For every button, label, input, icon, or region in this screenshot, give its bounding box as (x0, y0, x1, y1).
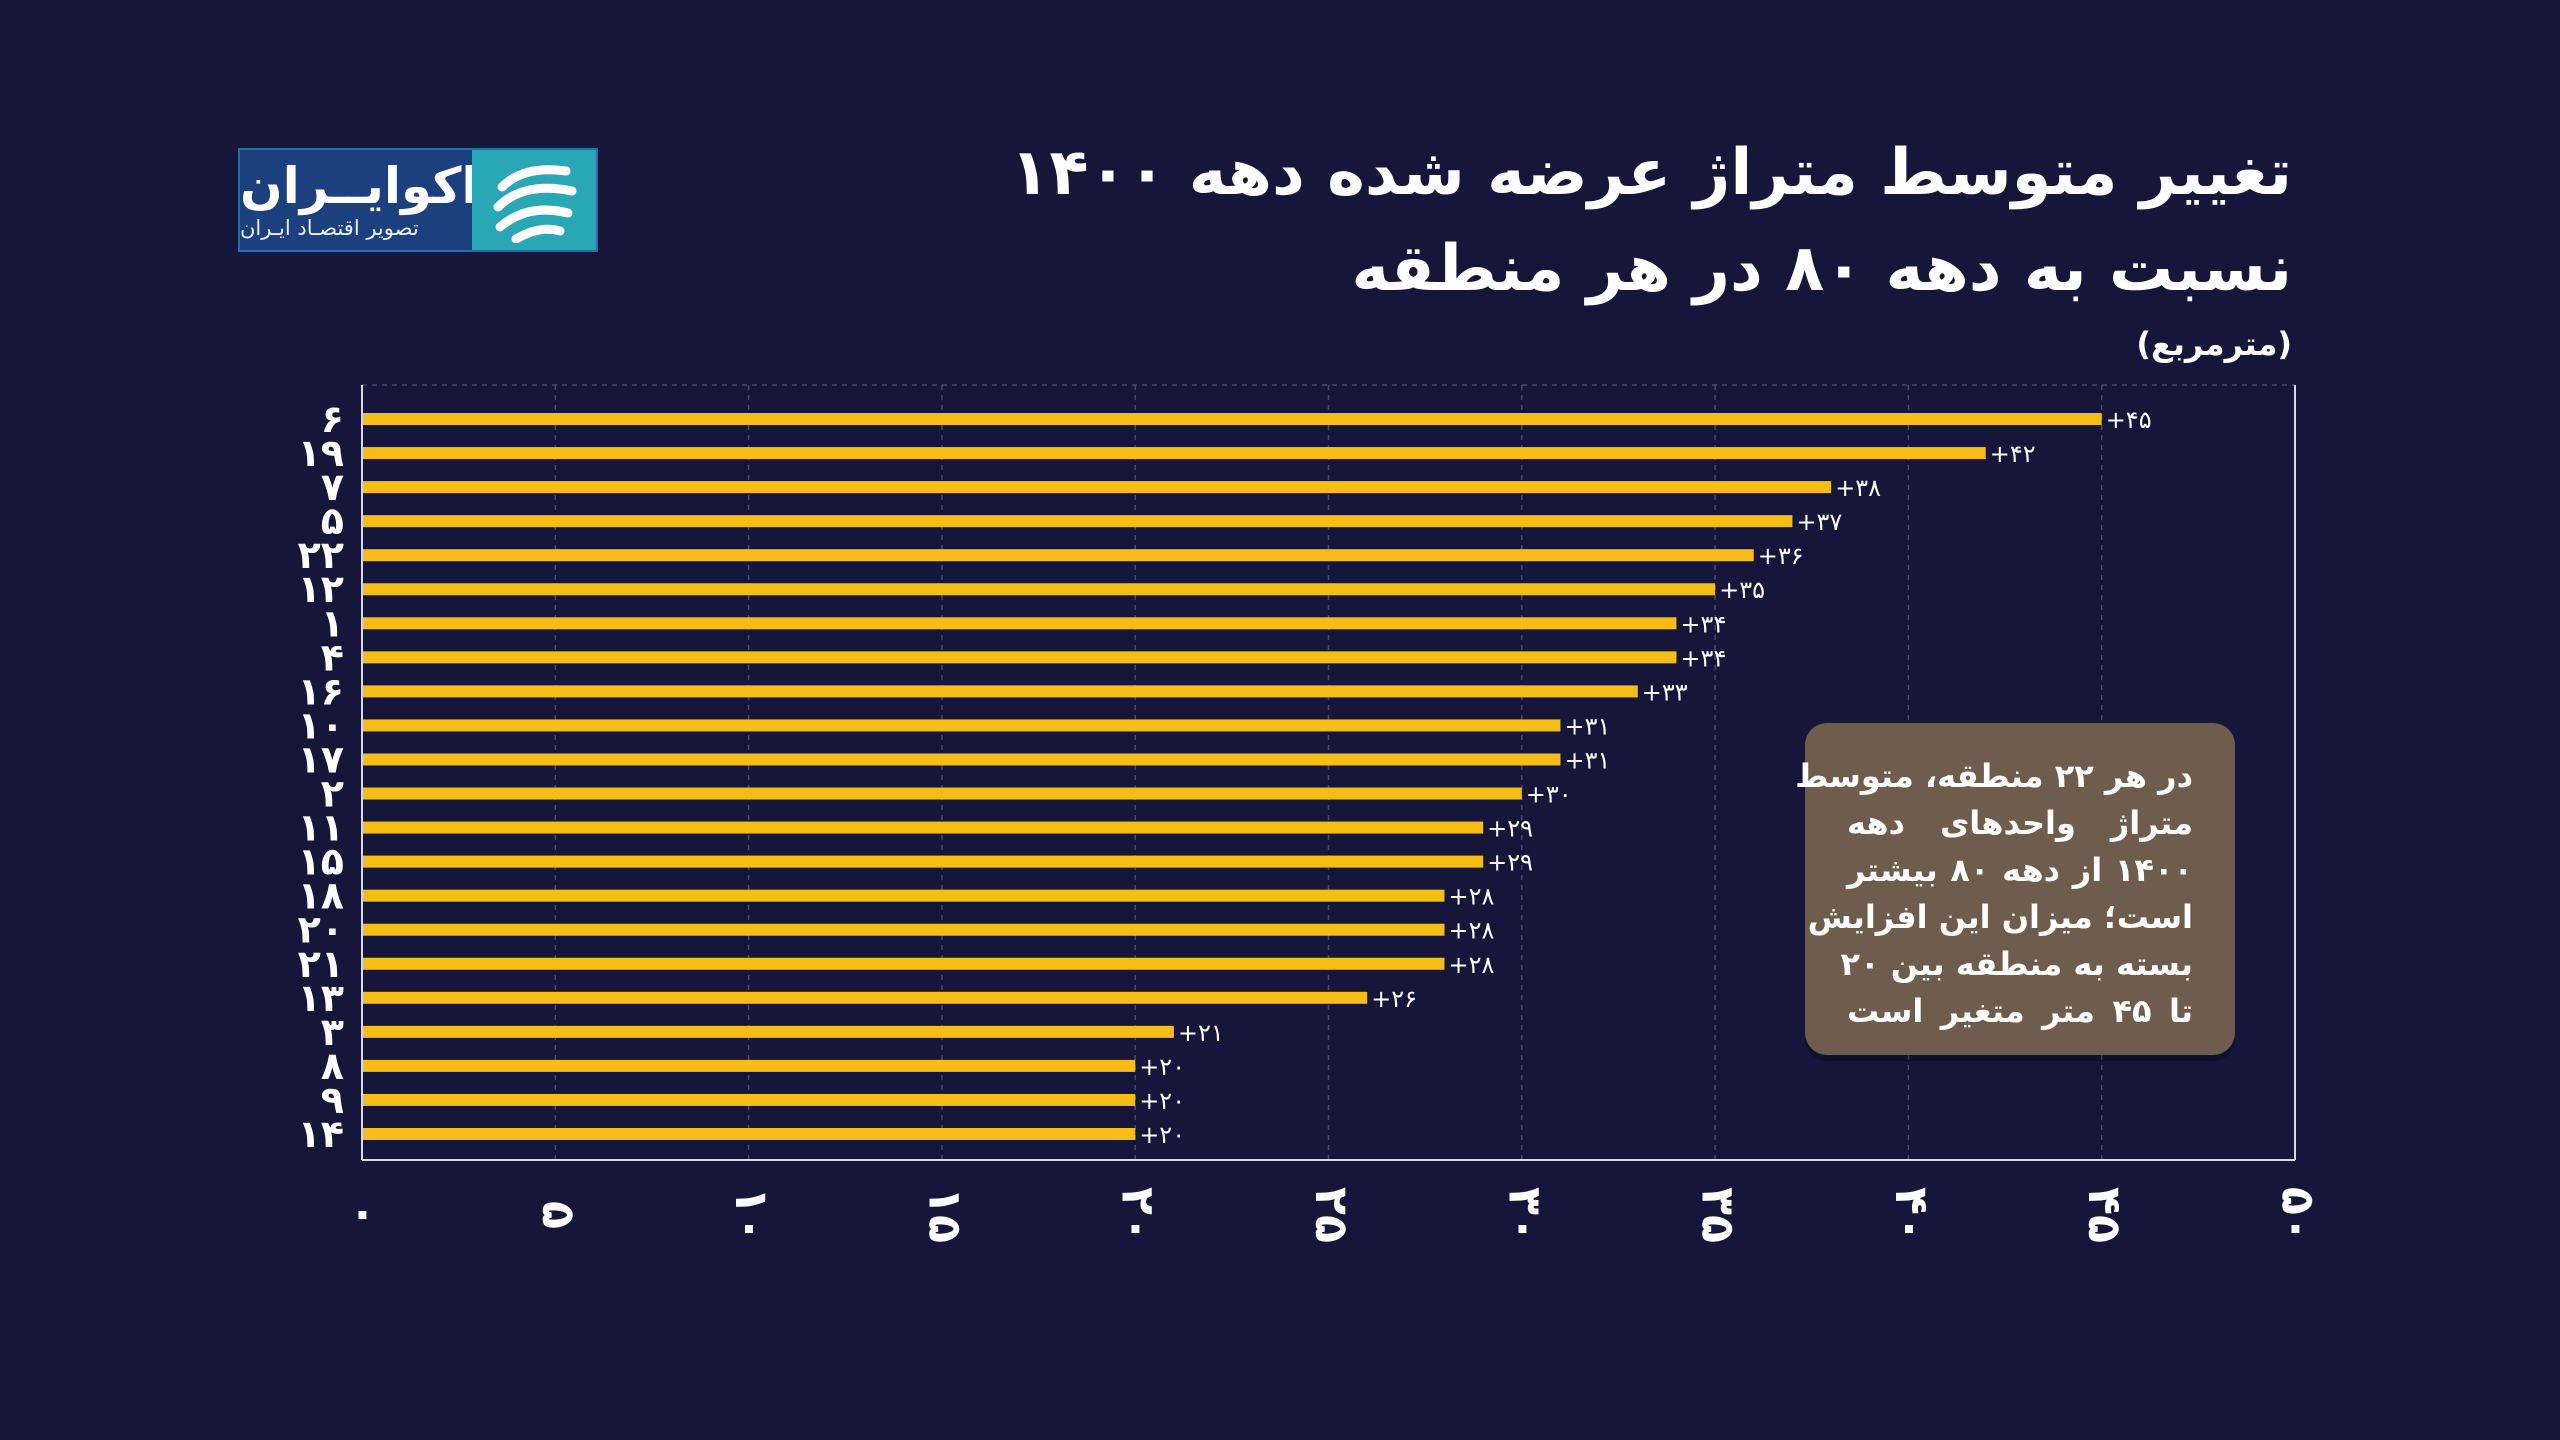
category-label: ۱۶ (298, 669, 344, 713)
bar (362, 821, 1484, 834)
bar (362, 413, 2102, 425)
x-tick-label: ۰ (339, 1201, 393, 1229)
category-label: ۴ (321, 635, 344, 679)
bar (362, 1128, 1136, 1140)
bar-value-label: +۲۰ (1139, 1087, 1185, 1115)
category-label: ۲۰ (298, 908, 344, 952)
bar (362, 481, 1832, 494)
brand-logo: اکوایــران تصویر اقتصـاد ایـران (238, 148, 598, 252)
bar (362, 1025, 1174, 1038)
category-label: ۲۱ (298, 942, 344, 986)
category-label: ۷ (321, 465, 344, 509)
bar (362, 1059, 1136, 1072)
category-label: ۱۰ (298, 703, 344, 747)
bar (362, 719, 1561, 732)
logo-name: اکوایــران (240, 157, 479, 215)
category-label: ۱۵ (298, 840, 344, 884)
bar-value-label: +۳۱ (1564, 712, 1610, 740)
category-label: ۸ (321, 1044, 344, 1088)
bar (362, 685, 1638, 698)
ecoiran-logo-icon (472, 150, 596, 250)
bar-value-label: +۲۰ (1139, 1121, 1185, 1149)
bar (362, 787, 1522, 800)
category-label: ۱۸ (298, 874, 344, 918)
x-tick-label: ۴۰ (1885, 1187, 1939, 1243)
bar (362, 617, 1677, 630)
bar-value-label: +۳۷ (1796, 508, 1842, 536)
callout-line-5: بسته به منطقه بین ۲۰ (1840, 945, 2193, 983)
bar-value-label: +۴۵ (2106, 406, 2152, 434)
category-label: ۹ (321, 1078, 344, 1122)
bar (362, 583, 1716, 596)
bar (362, 957, 1445, 970)
category-label: ۱ (321, 601, 344, 645)
x-tick-label: ۱۵ (918, 1187, 972, 1243)
bar-value-label: +۳۸ (1835, 474, 1881, 502)
bar-value-label: +۳۵ (1719, 576, 1765, 604)
title-block: تغییر متوسط متراژ عرضه شده دهه ۱۴۰۰ نسبت… (792, 125, 2292, 369)
bar (362, 651, 1677, 664)
category-label: ۶ (321, 397, 344, 441)
x-tick-label: ۴۵ (2078, 1187, 2132, 1243)
category-label: ۲۲ (298, 533, 344, 577)
category-label: ۱۱ (298, 806, 344, 850)
category-label: ۱۴ (298, 1112, 344, 1156)
category-label: ۱۳ (298, 976, 344, 1020)
category-label: ۳ (321, 1010, 344, 1054)
callout-box: در هر ۲۲ منطقه، متوسط متراژ واحدهای دهه … (1795, 723, 2235, 1055)
bar (362, 923, 1445, 936)
x-tick-label: ۲۰ (1112, 1187, 1166, 1243)
logo-text: اکوایــران تصویر اقتصـاد ایـران (240, 150, 479, 250)
bar (362, 889, 1445, 902)
x-tick-label: ۵ (532, 1201, 586, 1229)
bar-value-label: +۲۱ (1178, 1019, 1224, 1047)
category-label: ۱۲ (298, 567, 344, 611)
chart-title-line-1: تغییر متوسط متراژ عرضه شده دهه ۱۴۰۰ (1010, 136, 2292, 210)
bar-value-label: +۳۶ (1758, 542, 1804, 570)
callout-line-3: ۱۴۰۰ از دهه ۸۰ بیشتر (1847, 851, 2194, 889)
bar-value-label: +۲۸ (1448, 917, 1494, 945)
bar-value-label: +۲۸ (1448, 951, 1494, 979)
x-tick-label: ۱۰ (725, 1187, 779, 1243)
bar-value-label: +۲۸ (1448, 883, 1494, 911)
bar (362, 1093, 1136, 1106)
callout-line-2: متراژ واحدهای دهه (1847, 804, 2193, 842)
unit-label: (مترمربع) (2136, 325, 2292, 363)
bar (362, 991, 1368, 1004)
bar (362, 855, 1484, 868)
category-label: ۲ (321, 772, 344, 816)
callout-line-1: در هر ۲۲ منطقه، متوسط (1795, 757, 2193, 795)
chart-title-line-2: نسبت به دهه ۸۰ در هر منطقه (1351, 232, 2292, 306)
bar (362, 515, 1793, 528)
category-label: ۱۹ (298, 431, 344, 475)
bar (362, 447, 1986, 460)
bar-value-label: +۲۰ (1139, 1053, 1185, 1081)
bar (362, 549, 1754, 562)
bar-value-label: +۴۲ (1990, 440, 2036, 468)
bar-value-label: +۲۹ (1487, 815, 1533, 843)
bar-value-label: +۳۴ (1680, 644, 1726, 672)
logo-tagline: تصویر اقتصـاد ایـران (240, 216, 419, 240)
x-tick-label: ۳۵ (1692, 1187, 1746, 1243)
bar-value-label: +۳۱ (1564, 746, 1610, 774)
category-label: ۱۷ (298, 737, 344, 781)
callout-line-6: تا ۴۵ متر متغیر است (1847, 992, 2194, 1030)
category-label: ۵ (321, 499, 344, 543)
x-tick-label: ۳۰ (1498, 1187, 1552, 1243)
bar-value-label: +۲۶ (1371, 985, 1417, 1013)
x-tick-label: ۵۰ (2272, 1187, 2326, 1243)
bar-value-label: +۲۹ (1487, 849, 1533, 877)
x-tick-label: ۲۵ (1305, 1187, 1359, 1243)
bar-value-label: +۳۰ (1526, 781, 1572, 809)
callout-line-4: است؛ میزان این افزایش (1807, 898, 2193, 936)
bar-value-label: +۳۴ (1680, 610, 1726, 638)
bar (362, 753, 1561, 766)
bar-value-label: +۳۳ (1642, 678, 1688, 706)
